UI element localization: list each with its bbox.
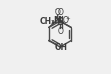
Text: S: S bbox=[56, 17, 64, 26]
Text: O: O bbox=[55, 7, 61, 17]
Text: N: N bbox=[54, 15, 61, 24]
Text: CH₃: CH₃ bbox=[40, 17, 55, 26]
Text: O: O bbox=[57, 26, 63, 36]
Text: OH: OH bbox=[54, 42, 67, 52]
Text: -: - bbox=[54, 7, 56, 13]
Text: +: + bbox=[66, 15, 70, 20]
Text: O: O bbox=[57, 7, 63, 17]
Text: O: O bbox=[62, 16, 68, 25]
